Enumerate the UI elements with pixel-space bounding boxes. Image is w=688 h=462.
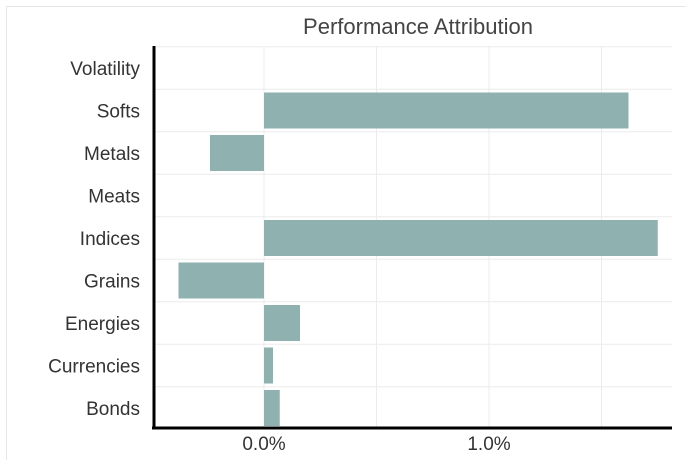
category-label: Currencies <box>48 357 140 378</box>
bar-metals <box>210 135 264 171</box>
bars <box>178 92 658 426</box>
bar-energies <box>264 305 300 341</box>
category-label: Energies <box>65 314 140 335</box>
bar-softs <box>264 92 629 129</box>
bar-bonds <box>264 390 280 426</box>
x-tick-label: 1.0% <box>467 434 510 455</box>
category-label: Metals <box>84 144 140 165</box>
chart-frame <box>6 6 686 460</box>
category-label: Indices <box>80 229 140 250</box>
category-labels: Volatility Softs Metals Meats Indices Grains E… <box>48 59 140 420</box>
chart-title: Performance Attribution <box>303 14 533 39</box>
category-label: Softs <box>97 102 140 123</box>
category-label: Bonds <box>86 399 140 420</box>
bar-indices <box>264 220 658 256</box>
bar-currencies <box>264 347 273 384</box>
category-label: Volatility <box>70 59 140 80</box>
x-tick-labels: 0.0% 1.0% <box>242 434 510 455</box>
x-tick-label: 0.0% <box>242 434 285 455</box>
category-label: Meats <box>88 187 140 208</box>
category-label: Grains <box>84 272 140 293</box>
bar-grains <box>178 262 264 299</box>
